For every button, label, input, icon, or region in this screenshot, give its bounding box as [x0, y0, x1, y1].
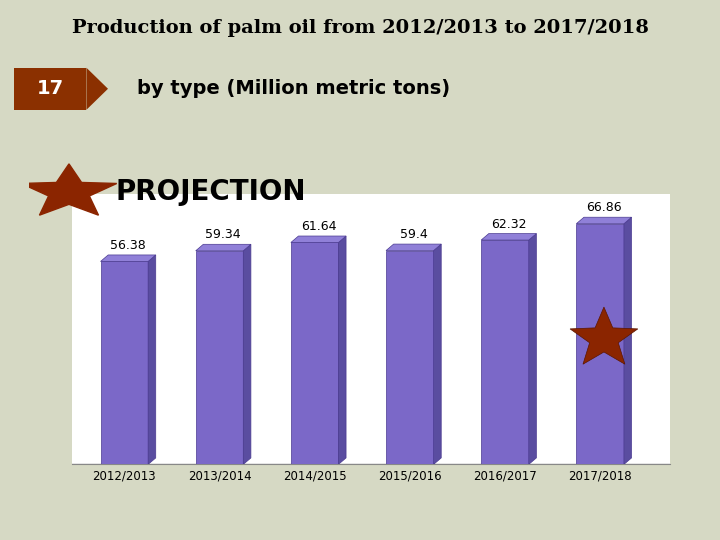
Polygon shape — [21, 164, 117, 215]
Text: 59.34: 59.34 — [205, 228, 241, 241]
Polygon shape — [86, 68, 108, 110]
Polygon shape — [338, 236, 346, 464]
Text: 62.32: 62.32 — [491, 218, 526, 231]
Polygon shape — [148, 255, 156, 464]
Polygon shape — [386, 244, 441, 251]
Polygon shape — [433, 244, 441, 464]
Polygon shape — [576, 217, 631, 224]
Polygon shape — [624, 217, 631, 464]
Text: Production of palm oil from 2012/2013 to 2017/2018: Production of palm oil from 2012/2013 to… — [71, 19, 649, 37]
Text: 56.38: 56.38 — [110, 239, 146, 252]
Polygon shape — [243, 244, 251, 464]
Text: 17: 17 — [37, 79, 64, 98]
Bar — [386, 251, 433, 464]
Polygon shape — [570, 307, 638, 364]
Polygon shape — [101, 255, 156, 261]
Text: 61.64: 61.64 — [301, 220, 336, 233]
Bar — [101, 261, 148, 464]
Bar — [576, 224, 624, 464]
Polygon shape — [528, 234, 536, 464]
Text: by type (Million metric tons): by type (Million metric tons) — [137, 79, 450, 98]
Polygon shape — [196, 244, 251, 251]
Text: PROJECTION: PROJECTION — [116, 178, 306, 206]
Bar — [481, 240, 528, 464]
Text: 66.86: 66.86 — [586, 201, 622, 214]
Bar — [14, 68, 86, 110]
Text: 59.4: 59.4 — [400, 228, 428, 241]
Bar — [291, 242, 338, 464]
Bar — [196, 251, 243, 464]
Polygon shape — [481, 234, 536, 240]
Polygon shape — [291, 236, 346, 242]
